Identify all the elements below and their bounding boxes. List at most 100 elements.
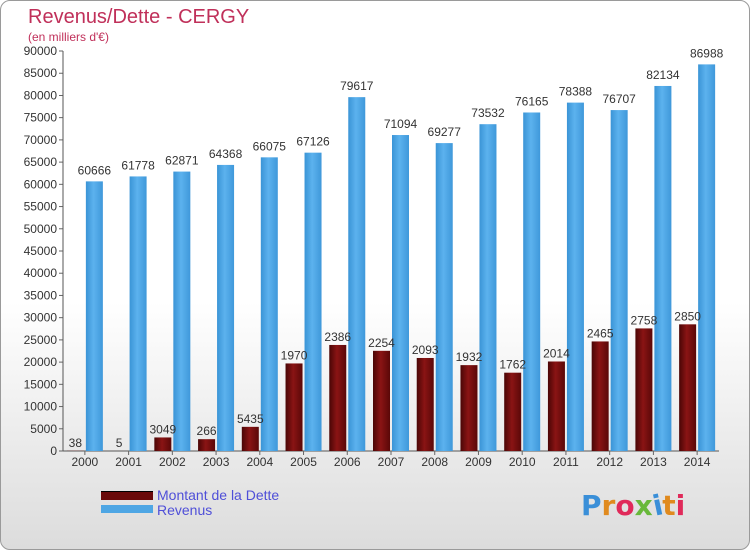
revenue-bar bbox=[566, 102, 584, 451]
y-tick-label: 65000 bbox=[24, 155, 58, 169]
y-tick-label: 55000 bbox=[24, 200, 58, 214]
y-tick-label: 0 bbox=[50, 444, 57, 458]
debt-data-label: 38 bbox=[69, 436, 83, 450]
debt-bar bbox=[591, 341, 609, 451]
revenue-bar bbox=[85, 181, 103, 451]
y-tick-label: 10000 bbox=[24, 400, 58, 414]
debt-bar bbox=[198, 439, 216, 451]
x-tick-label: 2010 bbox=[509, 455, 536, 469]
revenue-bar bbox=[173, 171, 191, 451]
revenue-bar bbox=[435, 143, 453, 451]
legend-swatch-debt bbox=[101, 491, 153, 500]
logo-letter: r bbox=[601, 489, 616, 522]
debt-data-label: 2386 bbox=[324, 330, 351, 344]
revenue-bar bbox=[217, 164, 235, 452]
debt-data-label: 2254 bbox=[368, 336, 395, 350]
legend-swatch-revenue bbox=[101, 505, 153, 513]
debt-data-label: 5 bbox=[116, 436, 123, 450]
revenue-data-label: 76165 bbox=[515, 94, 549, 108]
revenue-bar bbox=[654, 85, 672, 452]
revenue-bar bbox=[348, 97, 366, 451]
debt-data-label: 1762 bbox=[499, 358, 526, 372]
x-tick-label: 2000 bbox=[72, 455, 99, 469]
debt-bar bbox=[416, 357, 434, 451]
revenue-bar bbox=[392, 135, 409, 451]
revenue-data-label: 61778 bbox=[121, 158, 155, 172]
debt-data-label: 2850 bbox=[674, 309, 701, 323]
debt-bar bbox=[460, 365, 478, 451]
x-tick-label: 2011 bbox=[553, 455, 579, 469]
revenue-bar bbox=[479, 124, 497, 452]
revenue-data-label: 79617 bbox=[340, 79, 374, 93]
y-tick-label: 80000 bbox=[24, 88, 58, 102]
debt-bar bbox=[679, 324, 697, 451]
y-tick-label: 75000 bbox=[24, 111, 58, 125]
logo-letter: x bbox=[634, 489, 653, 522]
debt-data-label: 2465 bbox=[587, 326, 614, 340]
revenue-bar bbox=[129, 176, 147, 452]
chart-subtitle: (en milliers d'€) bbox=[28, 30, 109, 44]
y-tick-label: 85000 bbox=[24, 66, 58, 80]
y-tick-label: 50000 bbox=[24, 222, 58, 236]
debt-bar bbox=[329, 344, 347, 451]
y-tick-label: 5000 bbox=[30, 422, 57, 436]
x-tick-label: 2006 bbox=[334, 455, 361, 469]
legend-label-revenue: Revenus bbox=[157, 502, 213, 518]
debt-data-label: 266 bbox=[197, 424, 217, 438]
revenue-data-label: 66075 bbox=[253, 139, 287, 153]
x-tick-label: 2007 bbox=[378, 455, 405, 469]
debt-data-label: 1932 bbox=[456, 350, 483, 364]
debt-bar bbox=[154, 437, 172, 451]
x-tick-label: 2002 bbox=[159, 455, 186, 469]
revenue-data-label: 82134 bbox=[646, 68, 680, 82]
x-tick-label: 2001 bbox=[115, 455, 142, 469]
y-tick-label: 60000 bbox=[24, 177, 58, 191]
logo-letter: t bbox=[662, 489, 676, 522]
x-tick-label: 2012 bbox=[596, 455, 623, 469]
debt-bar bbox=[504, 372, 522, 451]
y-tick-label: 70000 bbox=[24, 133, 58, 147]
x-tick-label: 2005 bbox=[290, 455, 317, 469]
logo-letter: i bbox=[675, 489, 686, 522]
y-tick-label: 25000 bbox=[24, 333, 58, 347]
revenue-bar bbox=[698, 64, 716, 452]
chart-title: Revenus/Dette - CERGY bbox=[28, 6, 250, 28]
revenue-data-label: 69277 bbox=[428, 125, 462, 139]
debt-data-label: 5435 bbox=[237, 412, 264, 426]
revenue-data-label: 71094 bbox=[384, 117, 418, 131]
debt-data-label: 1970 bbox=[281, 348, 308, 362]
proxiti-logo: Proxiti bbox=[581, 488, 686, 522]
y-tick-label: 90000 bbox=[24, 44, 58, 58]
revenue-data-label: 73532 bbox=[471, 106, 505, 120]
y-tick-label: 35000 bbox=[24, 288, 58, 302]
revenue-bar bbox=[260, 157, 278, 452]
logo-letter: P bbox=[581, 489, 602, 522]
debt-bar bbox=[547, 361, 565, 451]
revenue-bar bbox=[523, 112, 541, 451]
revenue-data-label: 62871 bbox=[165, 154, 199, 168]
x-tick-label: 2008 bbox=[421, 455, 448, 469]
revenue-data-label: 78388 bbox=[559, 85, 593, 99]
debt-bar bbox=[241, 426, 259, 451]
x-tick-label: 2003 bbox=[203, 455, 230, 469]
debt-bar bbox=[635, 328, 653, 451]
y-tick-label: 20000 bbox=[24, 355, 58, 369]
y-tick-label: 40000 bbox=[24, 266, 58, 280]
y-tick-label: 45000 bbox=[24, 244, 58, 258]
y-tick-label: 30000 bbox=[24, 311, 58, 325]
logo-letter: o bbox=[615, 489, 635, 522]
debt-bar bbox=[373, 350, 390, 451]
x-tick-label: 2004 bbox=[246, 455, 273, 469]
y-tick-label: 15000 bbox=[24, 377, 58, 391]
x-tick-label: 2013 bbox=[640, 455, 667, 469]
x-tick-label: 2009 bbox=[465, 455, 492, 469]
revenue-data-label: 67126 bbox=[296, 135, 330, 149]
revenue-bar bbox=[304, 152, 322, 451]
revenue-data-label: 60666 bbox=[78, 163, 112, 177]
debt-bar bbox=[285, 363, 303, 451]
debt-data-label: 2758 bbox=[631, 313, 658, 327]
revenue-data-label: 76707 bbox=[602, 92, 636, 106]
debt-data-label: 3049 bbox=[149, 422, 176, 436]
